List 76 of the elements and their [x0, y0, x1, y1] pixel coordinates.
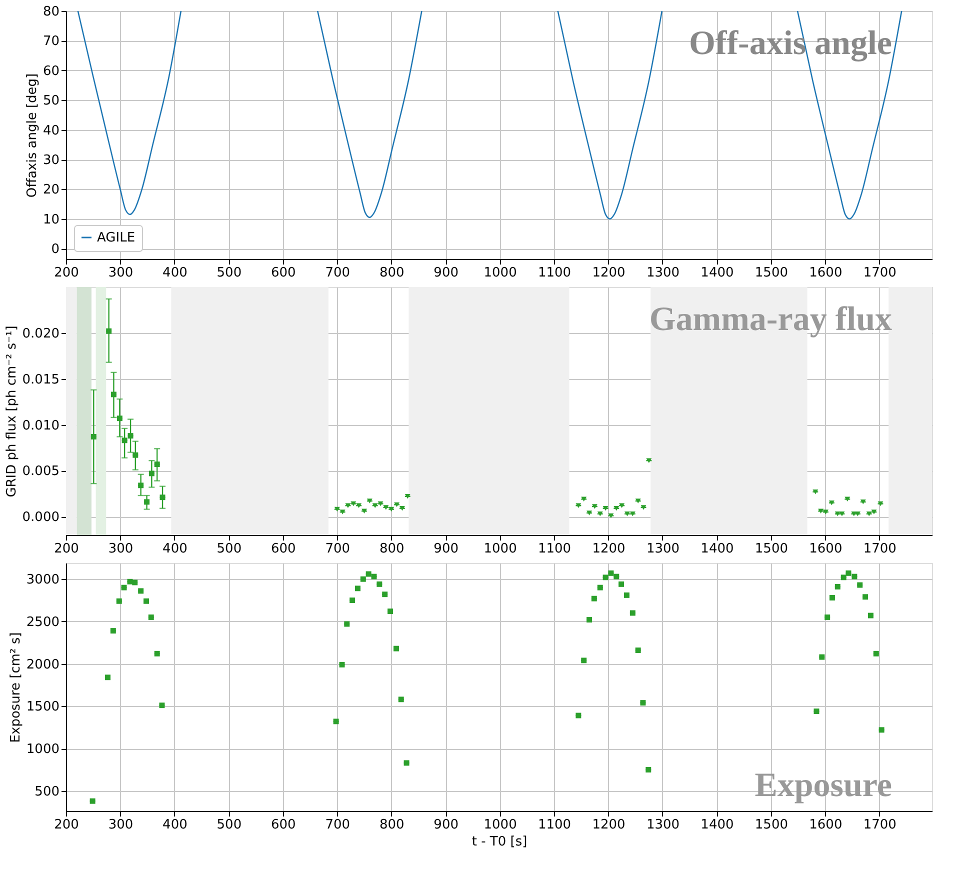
y-tick-label: 2000 [26, 657, 60, 672]
y-tick-label: 80 [42, 4, 60, 20]
x-tick-label: 1600 [809, 818, 842, 832]
x-tick-label: 200 [54, 266, 79, 280]
x-tick-label: 700 [325, 542, 350, 556]
x-tick-label: 400 [162, 818, 188, 832]
x-tick-label: 1000 [484, 818, 517, 832]
x-tick-label: 300 [108, 818, 134, 832]
x-tick-label: 700 [325, 266, 350, 280]
x-tick-label: 1200 [592, 542, 626, 556]
y-tick-label: 0.015 [22, 372, 60, 388]
y-tick-label: 50 [42, 94, 60, 109]
chart-title: Gamma-ray flux [649, 301, 892, 338]
x-tick-label: 1100 [538, 266, 572, 280]
y-tick-label: 500 [34, 784, 60, 800]
x-tick-label: 900 [434, 818, 458, 832]
x-tick-label: 500 [216, 266, 242, 280]
x-tick-label: 1700 [863, 266, 896, 280]
x-tick-label: 500 [216, 818, 242, 832]
x-tick-label: 800 [379, 266, 404, 280]
x-tick-label: 1000 [484, 266, 517, 280]
x-tick-label: 1500 [754, 542, 788, 556]
y-tick-label: 0.000 [22, 510, 60, 526]
y-tick-label: 0.005 [22, 464, 60, 480]
x-tick-label: 200 [54, 542, 79, 556]
x-tick-label: 400 [162, 542, 188, 556]
x-tick-label: 1500 [754, 266, 788, 280]
x-tick-label: 1700 [863, 818, 896, 832]
x-axis-title: t - T0 [s] [472, 834, 528, 850]
y-tick-label: 3000 [26, 572, 60, 588]
x-tick-label: 1400 [700, 266, 734, 280]
x-tick-label: 1100 [538, 818, 572, 832]
x-tick-label: 900 [434, 542, 458, 556]
x-tick-label: 1000 [484, 542, 517, 556]
y-tick-label: 60 [42, 64, 60, 79]
x-tick-label: 1200 [592, 266, 626, 280]
x-tick-label: 600 [270, 818, 296, 832]
text: Exposure [754, 767, 892, 804]
x-tick-label: 1100 [538, 542, 572, 556]
x-tick-label: 300 [108, 542, 134, 556]
y-tick-label: 0.020 [22, 326, 60, 342]
x-tick-label: 400 [162, 266, 188, 280]
y-axis-title: Exposure [cm² s] [8, 632, 24, 743]
x-tick-label: 1300 [646, 542, 680, 556]
x-tick-label: 1300 [646, 818, 680, 832]
y-tick-label: 2500 [26, 614, 60, 630]
x-tick-label: 1200 [592, 818, 626, 832]
x-tick-label: 300 [108, 266, 134, 280]
x-tick-label: 1600 [809, 266, 842, 280]
y-tick-label: 30 [42, 153, 60, 168]
x-tick-label: 600 [270, 542, 296, 556]
chart-title: Off-axis angle [688, 25, 892, 62]
x-tick-label: 1700 [863, 542, 896, 556]
y-axis-title: Offaxis angle [deg] [24, 73, 40, 198]
y-tick-label: 10 [42, 212, 60, 228]
x-tick-label: 200 [54, 818, 79, 832]
y-tick-label: 1500 [26, 700, 60, 715]
legend-label: AGILE [97, 230, 136, 246]
x-tick-label: 1400 [700, 542, 734, 556]
x-tick-label: 600 [270, 266, 296, 280]
y-tick-label: 40 [42, 123, 60, 138]
x-tick-label: 500 [216, 542, 242, 556]
x-tick-label: 1500 [754, 818, 788, 832]
y-tick-label: 0.010 [22, 418, 60, 434]
y-tick-label: 70 [42, 34, 60, 50]
y-axis-title: GRID ph flux [ph cm⁻² s⁻¹] [4, 326, 20, 498]
x-tick-label: 900 [434, 266, 458, 280]
y-tick-label: 1000 [26, 742, 60, 758]
x-tick-label: 1300 [646, 266, 680, 280]
x-tick-label: 1400 [700, 818, 734, 832]
x-tick-label: 800 [379, 818, 404, 832]
y-tick-label: 20 [42, 182, 60, 198]
y-tick-label: 0 [51, 242, 60, 258]
x-tick-label: 800 [379, 542, 404, 556]
x-tick-label: 700 [325, 818, 350, 832]
x-tick-label: 1600 [809, 542, 842, 556]
